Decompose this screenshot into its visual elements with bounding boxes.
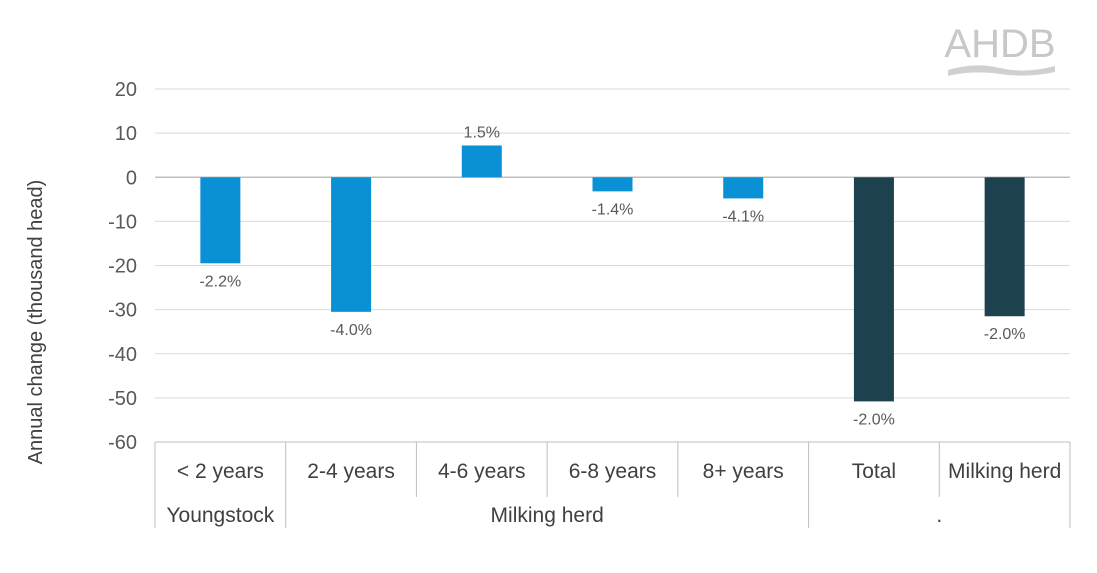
bar (592, 177, 633, 192)
ahdb-logo: AHDB (944, 22, 1056, 76)
data-label: -2.0% (984, 326, 1026, 343)
y-tick-label: -60 (108, 432, 137, 454)
group-label: Milking herd (491, 504, 604, 527)
category-label: Milking herd (948, 460, 1061, 483)
y-tick-label: 10 (115, 123, 137, 145)
data-labels: -2.2% -4.0% 1.5% -1.4% -4.1% -2.0% -2.0% (199, 124, 1025, 428)
y-tick-labels: 20 10 0 -10 -20 -30 -40 -50 -60 (108, 79, 137, 454)
bar (200, 177, 241, 264)
category-label: 8+ years (703, 460, 784, 483)
bar (853, 177, 894, 402)
y-tick-label: -50 (108, 388, 137, 410)
data-label: -4.0% (330, 322, 372, 339)
y-tick-label: 20 (115, 79, 137, 101)
y-tick-label: -10 (108, 211, 137, 233)
category-label: 6-8 years (569, 460, 657, 483)
y-axis-label: Annual change (thousand head) (25, 180, 47, 465)
y-tick-label: -40 (108, 344, 137, 366)
logo-swoosh (948, 65, 1055, 76)
y-tick-label: -30 (108, 300, 137, 322)
bar (984, 177, 1025, 317)
category-label: Total (852, 460, 896, 483)
bar (331, 177, 372, 312)
data-label: -1.4% (592, 201, 634, 218)
bar (723, 177, 764, 199)
group-label: Youngstock (166, 504, 274, 527)
bar (461, 145, 502, 178)
data-label: -4.1% (722, 208, 764, 225)
category-label: 2-4 years (307, 460, 395, 483)
bars (200, 145, 1025, 402)
data-label: -2.2% (199, 273, 241, 290)
data-label: 1.5% (464, 124, 500, 141)
y-tick-label: -20 (108, 256, 137, 278)
x-axis: < 2 years 2-4 years 4-6 years 6-8 years 8+ y… (154, 441, 1071, 528)
gridlines (155, 88, 1070, 443)
group-label: . (936, 504, 942, 527)
data-label: -2.0% (853, 411, 895, 428)
logo-text: AHDB (944, 22, 1055, 66)
category-label: < 2 years (177, 460, 264, 483)
category-label: 4-6 years (438, 460, 526, 483)
y-tick-label: 0 (126, 167, 137, 189)
